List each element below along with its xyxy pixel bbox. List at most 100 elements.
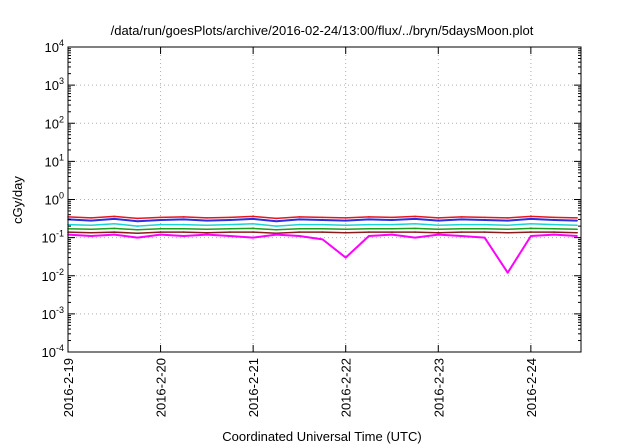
y-tick-label: 10-1 bbox=[42, 229, 64, 246]
data-point bbox=[159, 231, 162, 233]
y-tick-label: 10-2 bbox=[42, 267, 64, 284]
y-axis-label: cGy/day bbox=[10, 176, 25, 224]
axis-ticks bbox=[67, 46, 581, 353]
data-point bbox=[321, 223, 324, 226]
data-point bbox=[252, 218, 254, 220]
data-point bbox=[368, 216, 370, 218]
data-point bbox=[275, 233, 278, 236]
data-point bbox=[113, 231, 116, 233]
data-point bbox=[159, 233, 162, 236]
data-point bbox=[576, 235, 578, 237]
data-point bbox=[483, 228, 486, 230]
data-point bbox=[344, 231, 347, 234]
data-point bbox=[182, 216, 185, 218]
x-axis-label: Coordinated Universal Time (UTC) bbox=[222, 429, 421, 444]
data-point bbox=[252, 227, 254, 230]
data-point bbox=[576, 224, 578, 227]
data-point bbox=[483, 223, 486, 226]
data-point bbox=[298, 223, 301, 226]
y-tick-label: 10-3 bbox=[42, 305, 64, 322]
data-point bbox=[506, 224, 509, 227]
data-point bbox=[113, 223, 116, 225]
data-point bbox=[113, 233, 116, 236]
data-point bbox=[368, 235, 370, 237]
data-point bbox=[206, 219, 208, 222]
data-point bbox=[229, 223, 231, 226]
data-point bbox=[321, 228, 324, 230]
data-point bbox=[553, 219, 555, 221]
data-point bbox=[275, 217, 278, 220]
data-point bbox=[206, 224, 208, 227]
data-point bbox=[206, 228, 208, 231]
data-point bbox=[206, 231, 208, 234]
data-point bbox=[506, 231, 509, 234]
data-point bbox=[391, 233, 393, 236]
x-tick-label: 2016-2-22 bbox=[339, 358, 354, 417]
data-point bbox=[321, 216, 324, 219]
data-point bbox=[437, 217, 440, 219]
data-point bbox=[414, 218, 416, 220]
data-point bbox=[437, 233, 440, 236]
data-point bbox=[437, 224, 440, 227]
data-point bbox=[159, 223, 162, 226]
x-tick-label: 2016-2-19 bbox=[61, 358, 76, 417]
data-point bbox=[414, 227, 416, 230]
data-point bbox=[298, 231, 301, 233]
data-point bbox=[530, 231, 532, 233]
data-point bbox=[368, 223, 370, 226]
y-tick-label: 101 bbox=[45, 152, 64, 169]
data-point bbox=[530, 215, 532, 218]
x-tick-label: 2016-2-24 bbox=[524, 358, 539, 417]
series-layer bbox=[67, 215, 578, 274]
x-tick-label: 2016-2-23 bbox=[431, 358, 446, 417]
data-point bbox=[90, 224, 92, 227]
data-point bbox=[90, 231, 92, 234]
data-point bbox=[344, 217, 347, 219]
data-point bbox=[576, 231, 578, 234]
grid-lines bbox=[68, 47, 581, 352]
data-point bbox=[553, 233, 555, 236]
data-point bbox=[275, 220, 278, 222]
data-point bbox=[437, 228, 440, 231]
data-point bbox=[229, 235, 231, 237]
data-point bbox=[530, 223, 532, 225]
data-point bbox=[252, 215, 254, 218]
data-point bbox=[321, 231, 324, 233]
data-point bbox=[506, 271, 509, 274]
data-point bbox=[252, 231, 254, 233]
data-point bbox=[136, 217, 139, 220]
data-point bbox=[483, 219, 486, 221]
data-point bbox=[414, 236, 416, 239]
data-point bbox=[437, 231, 440, 234]
data-point bbox=[391, 223, 393, 226]
data-point bbox=[368, 228, 370, 230]
data-point bbox=[182, 218, 185, 221]
data-point bbox=[460, 218, 463, 221]
data-point bbox=[321, 219, 324, 221]
data-point bbox=[391, 231, 393, 233]
y-tick-label: 10-4 bbox=[42, 343, 64, 360]
data-point bbox=[113, 218, 116, 220]
data-point bbox=[530, 227, 532, 230]
data-point bbox=[437, 219, 440, 222]
data-point bbox=[460, 231, 463, 233]
data-point bbox=[136, 229, 139, 231]
data-point bbox=[298, 216, 301, 218]
chart-title: /data/run/goesPlots/archive/2016-02-24/1… bbox=[111, 23, 534, 38]
data-point bbox=[90, 235, 92, 237]
data-point bbox=[553, 231, 555, 233]
data-point bbox=[553, 223, 555, 226]
data-point bbox=[229, 231, 231, 233]
data-point bbox=[90, 219, 92, 222]
data-point bbox=[460, 223, 463, 226]
x-tick-labels: 2016-2-19 2016-2-20 2016-2-21 2016-2-22 2016… bbox=[61, 358, 539, 417]
data-point bbox=[182, 235, 185, 237]
data-point bbox=[252, 236, 254, 239]
data-point bbox=[182, 231, 185, 233]
data-point bbox=[460, 228, 463, 230]
data-point bbox=[229, 228, 231, 230]
data-point bbox=[483, 216, 486, 219]
data-point bbox=[298, 218, 301, 221]
data-point bbox=[275, 229, 278, 231]
data-point bbox=[344, 224, 347, 227]
